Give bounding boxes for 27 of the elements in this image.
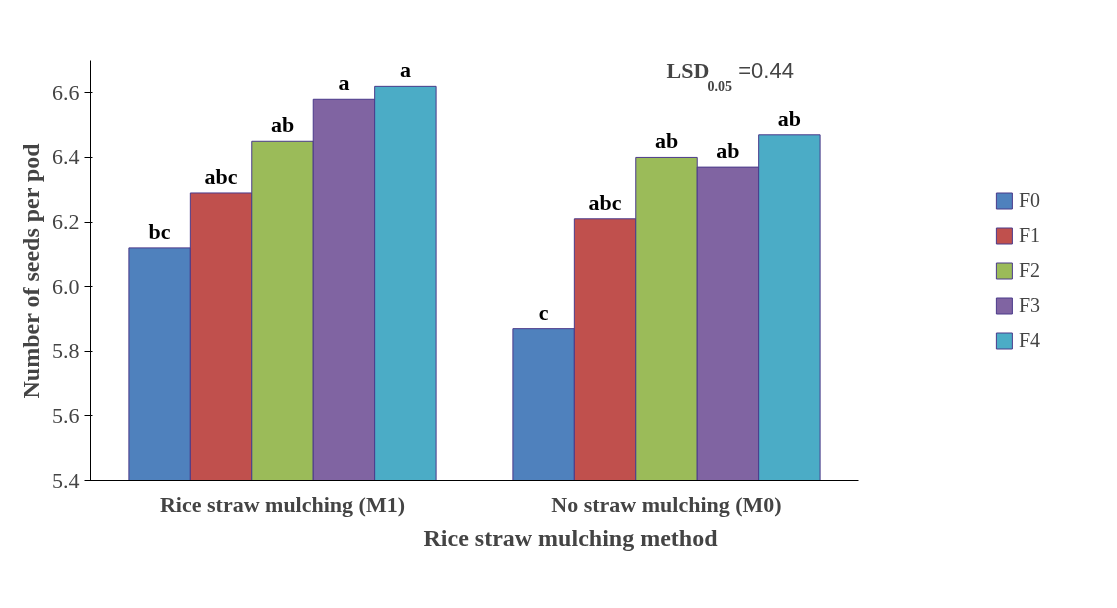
y-tick-label: 5.4: [52, 467, 80, 493]
data-label: abc: [204, 163, 238, 189]
data-label: bc: [148, 218, 171, 244]
data-label: a: [399, 57, 411, 83]
y-tick-label: 6.0: [52, 273, 80, 299]
x-tick-label: No straw mulching (M0): [551, 491, 782, 517]
data-label: ab: [777, 105, 802, 131]
y-tick-label: 6.4: [52, 144, 80, 170]
data-label: abc: [588, 189, 622, 215]
legend-label: F2: [1018, 258, 1040, 282]
y-tick-label: 5.6: [52, 402, 80, 428]
legend-label: F4: [1018, 328, 1040, 352]
y-tick-label: 6.6: [52, 79, 80, 105]
x-tick-label: Rice straw mulching (M1): [160, 491, 406, 517]
legend-label: F3: [1018, 293, 1040, 317]
y-axis-title: Number of seeds per pod: [18, 142, 44, 399]
data-label: ab: [716, 138, 740, 164]
legend-label: F0: [1018, 188, 1040, 212]
data-label: ab: [654, 128, 679, 154]
legend-label: F1: [1018, 223, 1040, 247]
annotation: LSD0.05 =0.44: [666, 57, 794, 94]
x-axis-title: Rice straw mulching method: [423, 524, 719, 551]
y-tick-label: 5.8: [52, 338, 80, 364]
y-tick-label: 6.2: [52, 209, 80, 235]
data-label: ab: [270, 112, 295, 138]
data-label: c: [538, 299, 549, 325]
data-label: a: [338, 70, 350, 96]
